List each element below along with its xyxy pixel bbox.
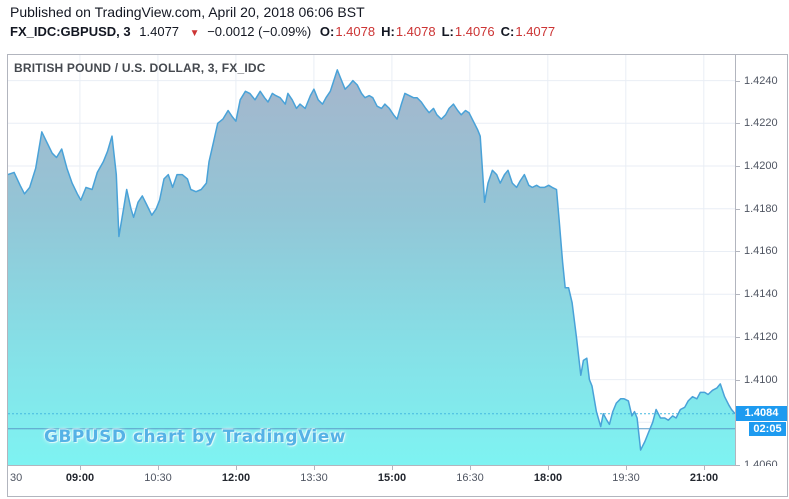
price-tick-mark bbox=[736, 209, 740, 210]
time-tick-mark bbox=[392, 466, 393, 470]
time-tick-mark bbox=[626, 466, 627, 470]
time-tick-label: 16:30 bbox=[456, 472, 484, 484]
time-axis[interactable]: 30 09:00 10:30 12:00 13:30 15:00 16:30 18:00 19:… bbox=[8, 466, 787, 496]
ohlc-value: 1.4078 bbox=[395, 24, 436, 39]
price-tick-label: 1.4240 bbox=[744, 75, 778, 87]
last-price: 1.4077 bbox=[139, 24, 180, 39]
ohlc-value: 1.4077 bbox=[515, 24, 556, 39]
time-tick-mark bbox=[158, 466, 159, 470]
price-tick-label: 1.4220 bbox=[744, 117, 778, 129]
time-tick-label: 19:30 bbox=[612, 472, 640, 484]
header: Published on TradingView.com, April 20, … bbox=[10, 4, 561, 39]
ohlc-label: H: bbox=[381, 24, 395, 39]
chart-widget: BRITISH POUND / U.S. DOLLAR, 3, FX_IDC G… bbox=[7, 54, 788, 497]
area-fill bbox=[8, 69, 735, 465]
price-tick-mark bbox=[736, 465, 740, 466]
price-tick-mark bbox=[736, 251, 740, 252]
time-tick-label: 13:30 bbox=[300, 472, 328, 484]
price-tick-label: 1.4140 bbox=[744, 288, 778, 300]
symbol-status-line: FX_IDC:GBPUSD, 3 1.4077 ▼ −0.0012 (−0.09… bbox=[10, 24, 561, 39]
price-tick-label: 1.4180 bbox=[744, 203, 778, 215]
time-tick-label: 09:00 bbox=[65, 472, 95, 484]
price-axis[interactable]: 1.4084 02:05 1.4240 1.4220 1.4200 1.4180 1.4… bbox=[736, 55, 787, 471]
price-tick-mark bbox=[736, 337, 740, 338]
last-price-label: 1.4084 bbox=[736, 406, 787, 421]
time-tick-mark bbox=[704, 466, 705, 470]
ohlc-values: O:1.4078 H:1.4078 L:1.4076 C:1.4077 bbox=[320, 24, 561, 39]
price-tick-label: 1.4160 bbox=[744, 245, 778, 257]
bar-countdown-label: 02:05 bbox=[749, 422, 786, 436]
time-tick-mark bbox=[80, 466, 81, 470]
time-tick-mark bbox=[470, 466, 471, 470]
chart-legend-title: BRITISH POUND / U.S. DOLLAR, 3, FX_IDC bbox=[14, 61, 266, 75]
ohlc-label: L: bbox=[441, 24, 454, 39]
price-tick-label: 1.4100 bbox=[744, 374, 778, 386]
price-tick-mark bbox=[736, 380, 740, 381]
price-area-chart bbox=[8, 55, 735, 465]
time-tick-label: 12:00 bbox=[221, 472, 251, 484]
price-tick-mark bbox=[736, 166, 740, 167]
time-tick-label: 21:00 bbox=[689, 472, 719, 484]
price-tick-label: 1.4120 bbox=[744, 331, 778, 343]
time-tick-label: 10:30 bbox=[144, 472, 172, 484]
tradingview-watermark: GBPUSD chart by TradingView bbox=[44, 427, 346, 447]
time-tick-mark bbox=[236, 466, 237, 470]
ohlc-value: 1.4076 bbox=[454, 24, 495, 39]
time-tick-label: 15:00 bbox=[377, 472, 407, 484]
price-change: −0.0012 (−0.09%) bbox=[207, 24, 312, 39]
price-tick-mark bbox=[736, 81, 740, 82]
price-tick-label: 1.4200 bbox=[744, 160, 778, 172]
price-line-series bbox=[8, 69, 735, 451]
down-triangle-icon: ▼ bbox=[189, 28, 200, 39]
published-line: Published on TradingView.com, April 20, … bbox=[10, 4, 365, 20]
ohlc-value: 1.4078 bbox=[335, 24, 376, 39]
symbol-name: FX_IDC:GBPUSD, 3 bbox=[10, 24, 131, 39]
price-tick-mark bbox=[736, 123, 740, 124]
time-tick-mark bbox=[548, 466, 549, 470]
time-tick-mark bbox=[314, 466, 315, 470]
ohlc-label: C: bbox=[500, 24, 515, 39]
price-tick-mark bbox=[736, 294, 740, 295]
chart-plot-area[interactable]: BRITISH POUND / U.S. DOLLAR, 3, FX_IDC G… bbox=[8, 55, 736, 466]
ohlc-label: O: bbox=[319, 24, 335, 39]
time-tick-label: 18:00 bbox=[533, 472, 563, 484]
time-tick-label: 30 bbox=[10, 472, 23, 484]
